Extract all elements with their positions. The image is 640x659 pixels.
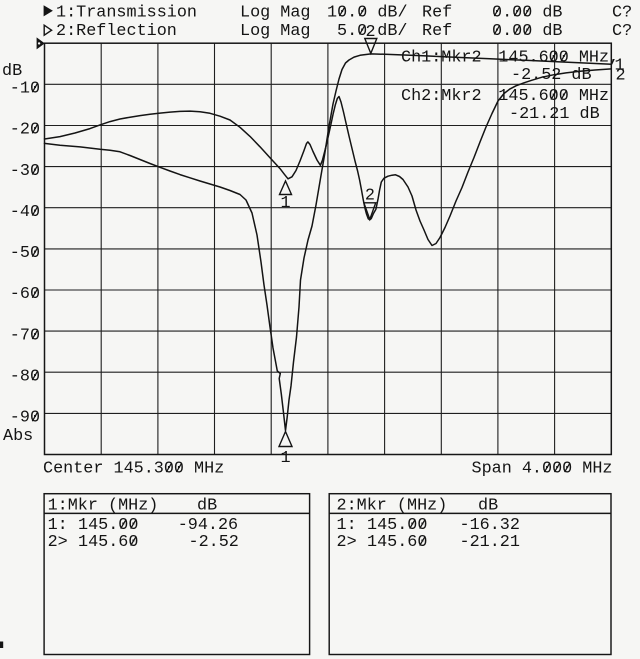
svg-text:2>: 2> — [337, 533, 357, 552]
svg-text:Log Mag: Log Mag — [240, 22, 311, 41]
svg-text:dB: dB — [197, 497, 217, 516]
svg-text:1:: 1: — [48, 516, 68, 535]
svg-text:2: 2 — [366, 23, 376, 42]
svg-text:Span 4.000 MHz: Span 4.000 MHz — [472, 460, 613, 479]
svg-text:-50: -50 — [10, 244, 40, 263]
svg-text:dB: dB — [478, 497, 498, 516]
svg-text:Ref: Ref — [422, 4, 452, 23]
svg-text:C?: C? — [612, 4, 632, 23]
svg-text:Ch1:Mkr2: Ch1:Mkr2 — [401, 49, 482, 68]
svg-text:145.00: 145.00 — [78, 516, 138, 535]
svg-text:-20: -20 — [10, 121, 40, 140]
svg-text:145.60: 145.60 — [78, 533, 138, 552]
svg-text:1: 1 — [281, 194, 291, 213]
svg-text:5.0 dB/: 5.0 dB/ — [337, 22, 408, 41]
svg-text:Center 145.300 MHz: Center 145.300 MHz — [43, 460, 224, 479]
svg-text:1: 1 — [281, 449, 291, 468]
svg-text:2: 2 — [616, 67, 626, 86]
svg-text:-40: -40 — [10, 203, 40, 222]
svg-text:145.00: 145.00 — [367, 516, 427, 535]
svg-text:-21.21: -21.21 — [460, 533, 520, 552]
svg-text:Log Mag: Log Mag — [240, 4, 311, 23]
svg-text:145.600 MHz,: 145.600 MHz, — [498, 49, 619, 68]
svg-text:C?: C? — [612, 22, 632, 41]
svg-text:Ref: Ref — [422, 22, 452, 41]
svg-text:-2.52 dB: -2.52 dB — [511, 66, 592, 85]
svg-text:-16.32: -16.32 — [460, 516, 520, 535]
svg-text:-94.26: -94.26 — [178, 516, 238, 535]
svg-text:-30: -30 — [10, 162, 40, 181]
svg-text:1:Transmission: 1:Transmission — [56, 4, 197, 23]
svg-text:10.0 dB/: 10.0 dB/ — [327, 4, 408, 23]
svg-text:1:Mkr (MHz): 1:Mkr (MHz) — [48, 497, 159, 516]
svg-text:2:Reflection: 2:Reflection — [56, 22, 177, 41]
svg-text:145.600 MHz: 145.600 MHz — [498, 87, 609, 106]
svg-text:2: 2 — [365, 187, 375, 206]
svg-text:-80: -80 — [10, 368, 40, 387]
svg-text:1: 1 — [615, 57, 625, 76]
svg-text:-90: -90 — [10, 409, 40, 428]
svg-text:-70: -70 — [10, 326, 40, 345]
svg-text:Abs: Abs — [3, 427, 33, 446]
svg-text:0.00 dB: 0.00 dB — [492, 22, 563, 41]
svg-text:Ch2:Mkr2: Ch2:Mkr2 — [401, 87, 482, 106]
svg-text:-10: -10 — [10, 80, 40, 99]
svg-text:-60: -60 — [10, 285, 40, 304]
svg-text:2:Mkr (MHz): 2:Mkr (MHz) — [337, 497, 448, 516]
svg-text:dB: dB — [2, 62, 22, 81]
svg-text:1:: 1: — [337, 516, 357, 535]
svg-text:2>: 2> — [48, 533, 68, 552]
svg-text:-2.52: -2.52 — [189, 533, 239, 552]
svg-text:-21.21 dB: -21.21 dB — [509, 105, 600, 124]
svg-text:0.00 dB: 0.00 dB — [492, 4, 563, 23]
svg-text:145.60: 145.60 — [367, 533, 427, 552]
